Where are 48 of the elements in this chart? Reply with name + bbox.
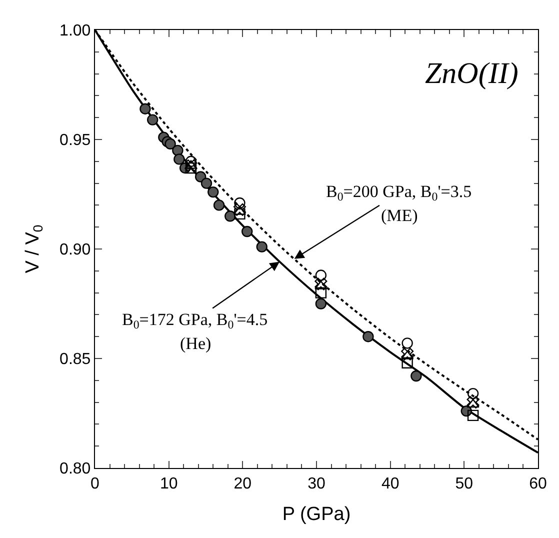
point <box>410 370 422 382</box>
point <box>194 171 206 182</box>
y-tick-label: 1.00 <box>60 22 91 40</box>
point <box>466 398 480 408</box>
point <box>200 178 212 189</box>
point <box>362 331 374 342</box>
annotation: B$_{0}$=172 GPa, B$_{0}$'=4.5 <box>122 310 268 332</box>
annotation: ZnO(II) <box>425 57 518 90</box>
point <box>242 226 253 238</box>
y-tick-label: 0.80 <box>60 460 91 478</box>
x-tick-label: 30 <box>308 475 326 492</box>
point <box>314 278 328 290</box>
point <box>256 241 268 252</box>
y-tick-label: 0.90 <box>60 242 91 259</box>
annotation: B$_{0}$=200 GPa, B$_{0}$'=3.5 <box>326 182 472 204</box>
annotation: (He) <box>180 334 212 353</box>
point <box>140 103 151 114</box>
point <box>315 270 327 281</box>
y-tick-label: 0.95 <box>60 132 91 150</box>
point <box>164 138 176 150</box>
point <box>184 160 198 172</box>
point <box>213 200 225 211</box>
point <box>172 144 184 156</box>
x-tick-label: 10 <box>160 475 178 492</box>
point <box>233 203 246 216</box>
x-tick-label: 50 <box>455 475 474 492</box>
point <box>224 210 236 222</box>
x-tick-label: 0 <box>90 475 100 492</box>
point <box>467 388 479 400</box>
point <box>234 197 246 209</box>
x-tick-label: 40 <box>381 475 400 492</box>
point <box>185 162 197 174</box>
point <box>401 348 414 360</box>
x-tick-label: 20 <box>234 475 252 492</box>
point <box>466 396 480 409</box>
point <box>402 357 413 368</box>
point <box>146 114 158 126</box>
point <box>208 186 219 198</box>
point <box>467 410 479 422</box>
point <box>234 208 246 220</box>
x-axis-title: P (GPa) <box>282 504 351 526</box>
point <box>315 287 327 298</box>
point <box>315 298 327 310</box>
point <box>402 338 413 349</box>
x-tick-label: 60 <box>529 475 547 492</box>
point <box>174 154 185 165</box>
annotation: (ME) <box>381 206 418 225</box>
y-tick-label: 0.85 <box>60 351 91 368</box>
